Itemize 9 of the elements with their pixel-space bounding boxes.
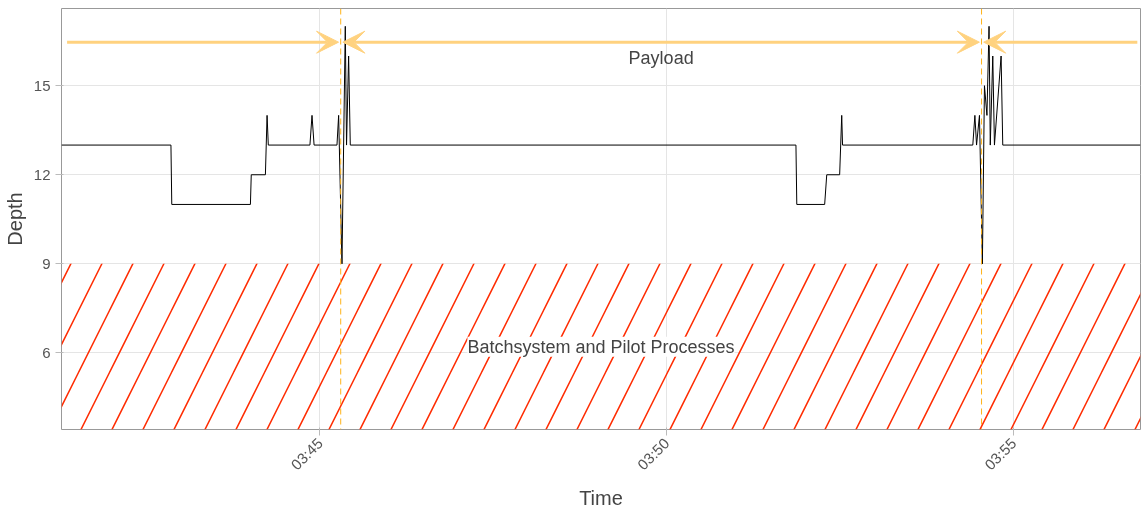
y-axis-title: Depth bbox=[3, 192, 26, 246]
line-series bbox=[61, 25, 1141, 265]
annotation: Payload bbox=[628, 47, 694, 68]
band-label: Batchsystem and Pilot Processes bbox=[467, 336, 735, 357]
y-tick-label: 12 bbox=[33, 165, 51, 183]
x-axis-title: Time bbox=[579, 487, 623, 510]
y-tick-label: 9 bbox=[42, 254, 51, 272]
y-tick-label: 6 bbox=[42, 343, 51, 361]
y-tick-label: 15 bbox=[33, 76, 51, 94]
